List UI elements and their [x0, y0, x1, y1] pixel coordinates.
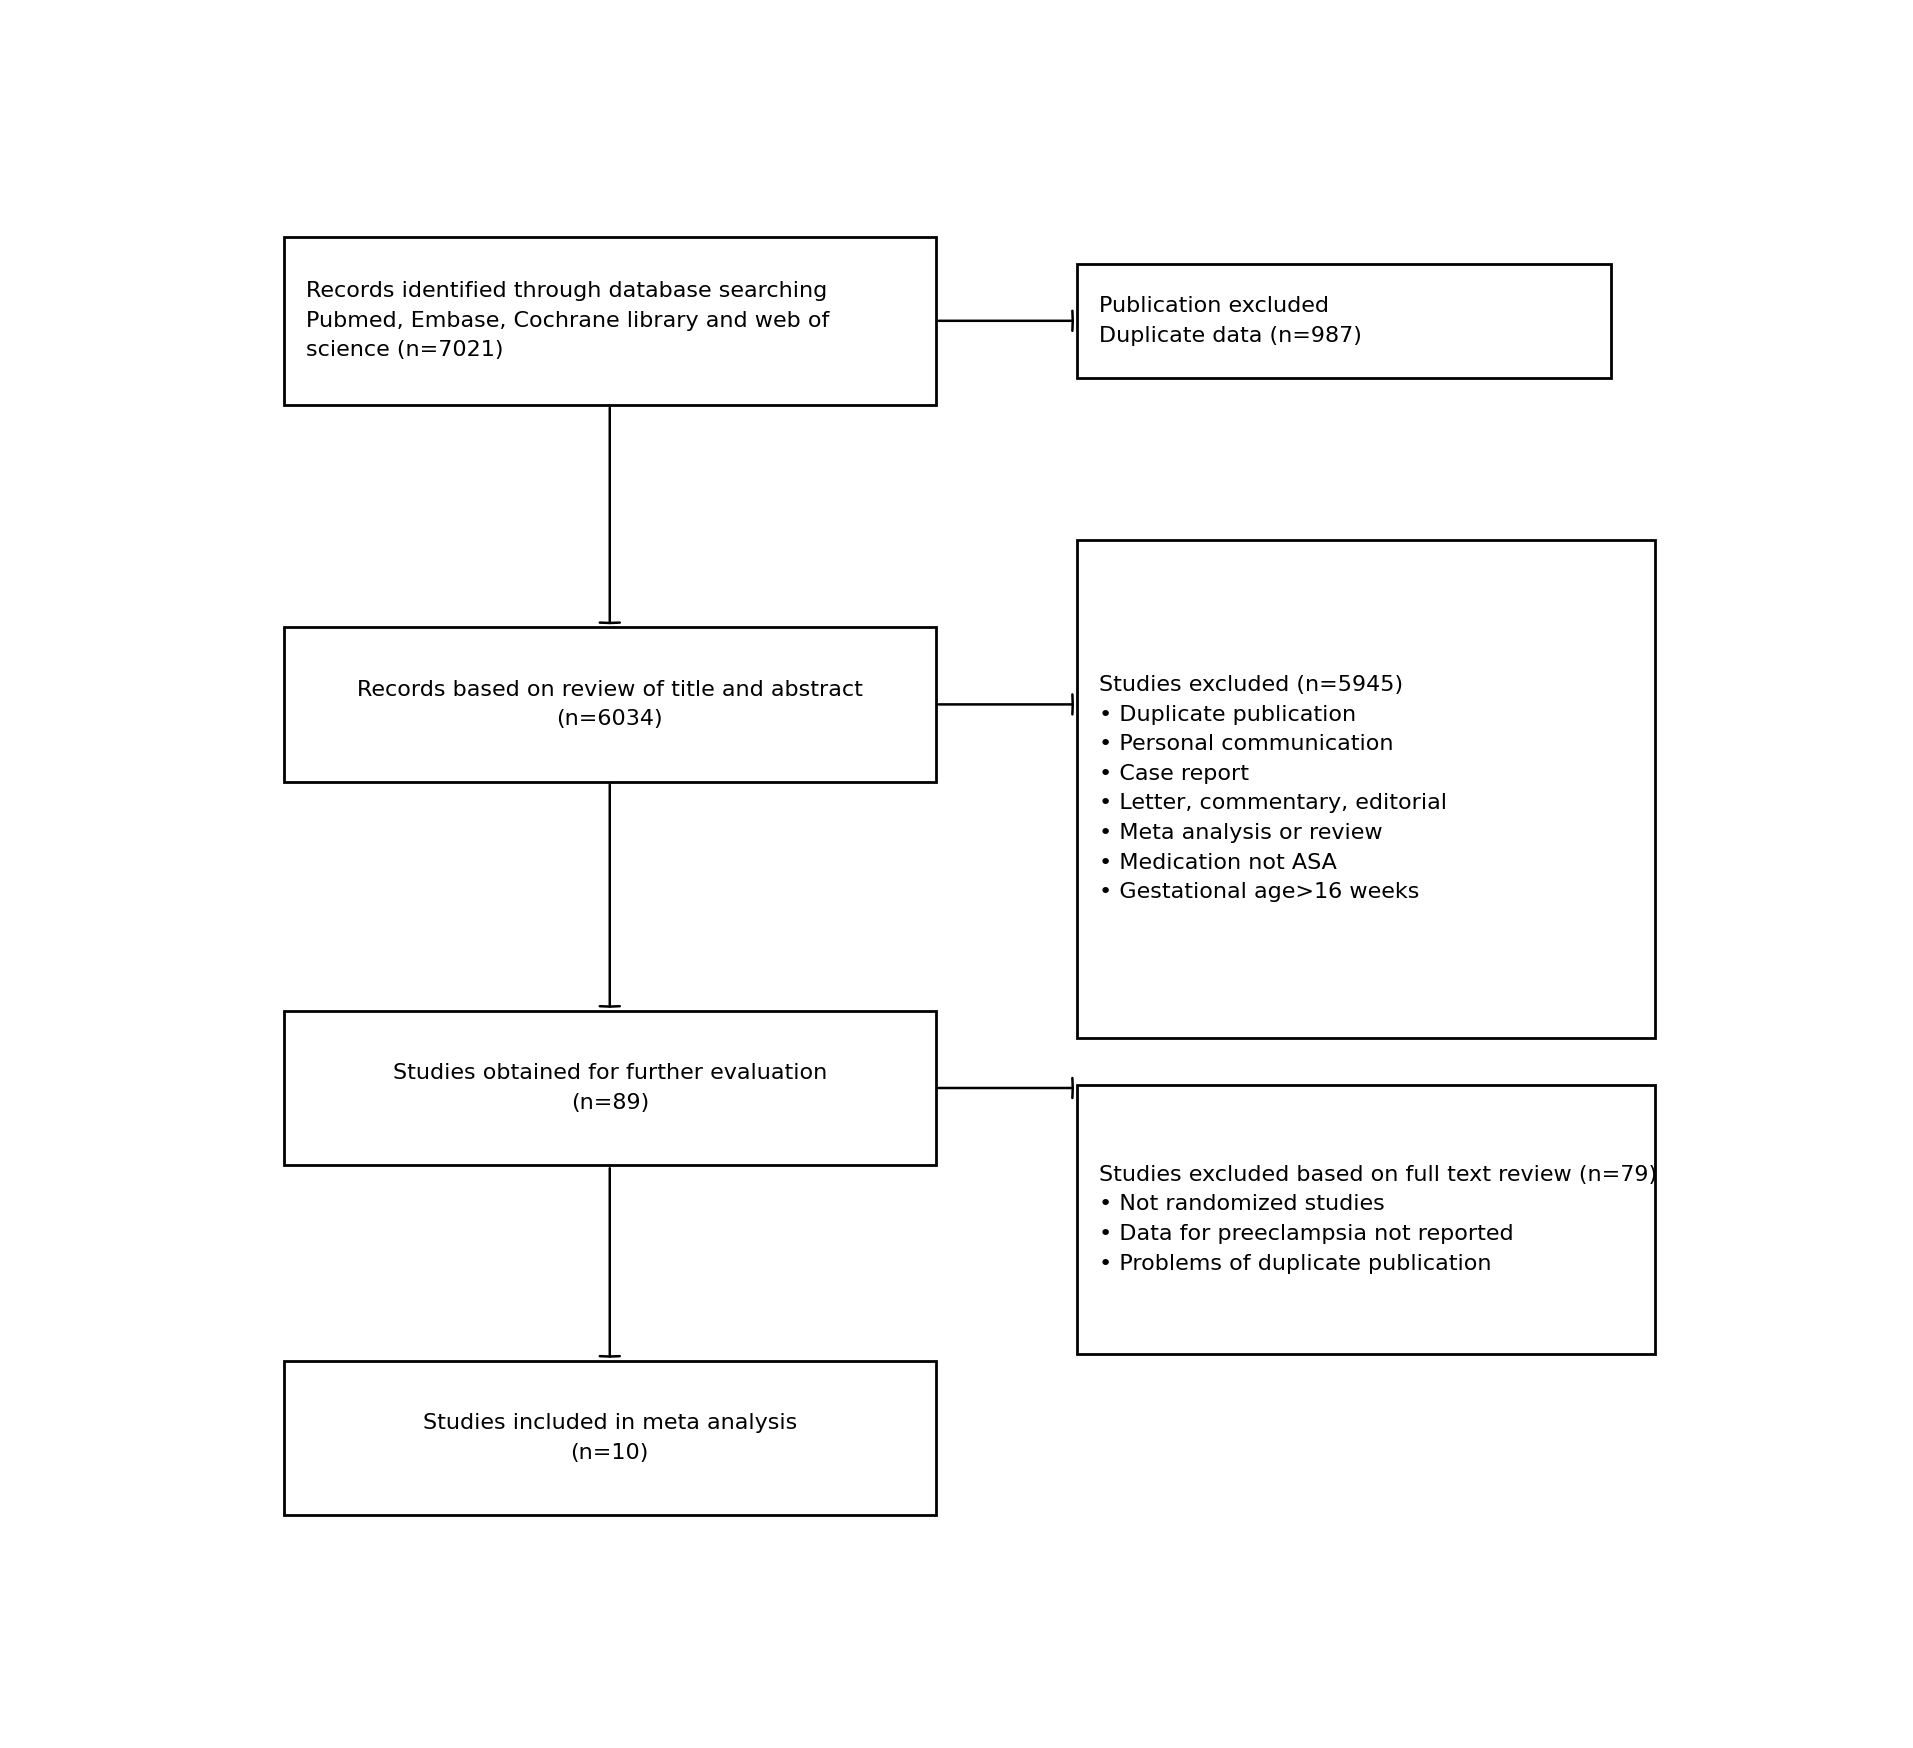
FancyBboxPatch shape [283, 1360, 935, 1516]
FancyBboxPatch shape [283, 236, 935, 406]
Text: Studies excluded based on full text review (n=79)
• Not randomized studies
• Dat: Studies excluded based on full text revi… [1098, 1164, 1657, 1274]
Text: Studies obtained for further evaluation
(n=89): Studies obtained for further evaluation … [392, 1063, 826, 1113]
Text: Records based on review of title and abstract
(n=6034): Records based on review of title and abs… [358, 680, 863, 729]
Text: Studies included in meta analysis
(n=10): Studies included in meta analysis (n=10) [423, 1412, 798, 1463]
Text: Studies excluded (n=5945)
• Duplicate publication
• Personal communication
• Cas: Studies excluded (n=5945) • Duplicate pu… [1098, 675, 1446, 902]
Text: Publication excluded
Duplicate data (n=987): Publication excluded Duplicate data (n=9… [1098, 295, 1362, 346]
FancyBboxPatch shape [1077, 540, 1655, 1038]
Text: Records identified through database searching
Pubmed, Embase, Cochrane library a: Records identified through database sear… [306, 281, 828, 360]
FancyBboxPatch shape [283, 628, 935, 781]
FancyBboxPatch shape [1077, 1084, 1655, 1353]
FancyBboxPatch shape [1077, 264, 1611, 378]
FancyBboxPatch shape [283, 1010, 935, 1166]
